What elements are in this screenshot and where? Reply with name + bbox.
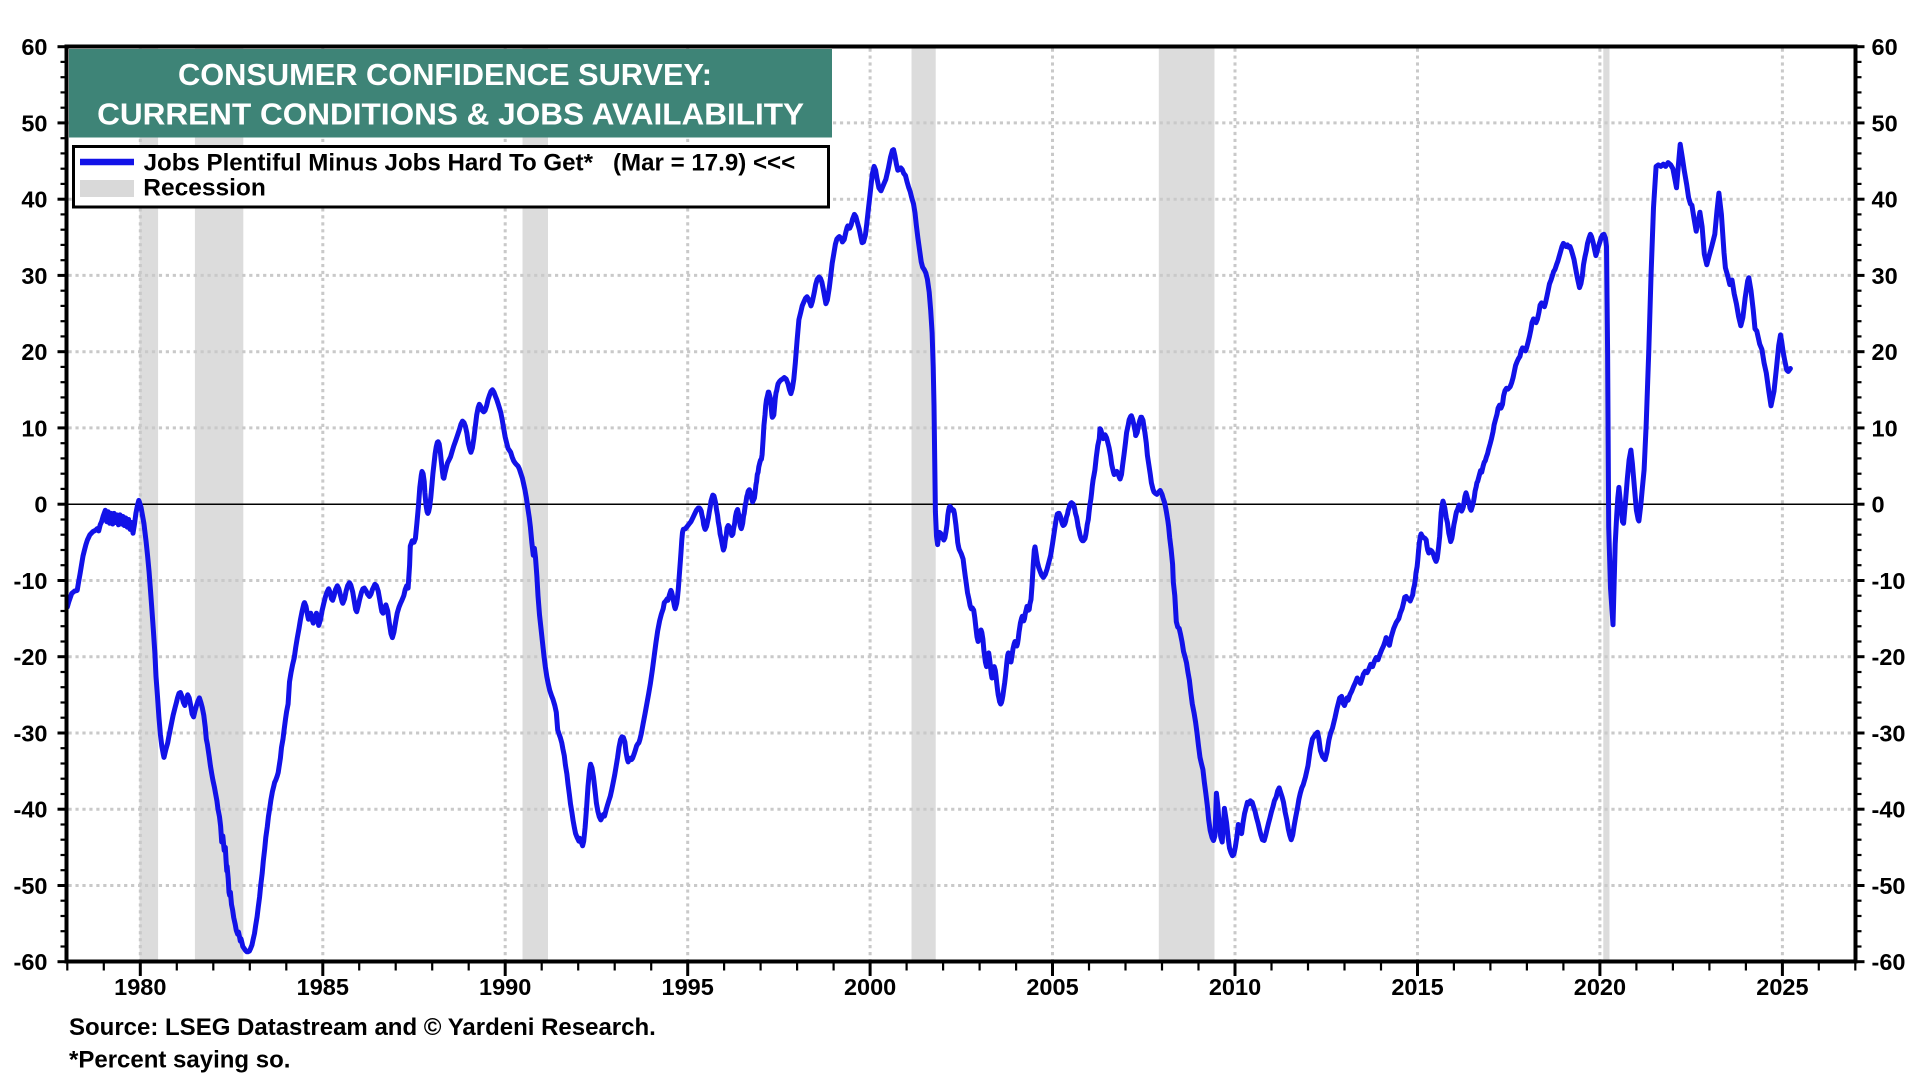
- svg-text:1995: 1995: [662, 974, 714, 1000]
- svg-text:10: 10: [1872, 415, 1898, 441]
- svg-text:60: 60: [1872, 34, 1898, 60]
- svg-text:-20: -20: [1872, 644, 1906, 670]
- svg-text:2005: 2005: [1026, 974, 1078, 1000]
- svg-text:-10: -10: [14, 568, 48, 594]
- svg-text:-30: -30: [14, 721, 48, 747]
- svg-text:Recession: Recession: [143, 175, 266, 202]
- svg-text:*Percent saying so.: *Percent saying so.: [69, 1047, 290, 1074]
- svg-text:CURRENT CONDITIONS & JOBS AVAI: CURRENT CONDITIONS & JOBS AVAILABILITY: [97, 97, 804, 132]
- svg-text:20: 20: [21, 339, 47, 365]
- svg-text:Jobs Plentiful Minus Jobs Hard: Jobs Plentiful Minus Jobs Hard To Get* (…: [144, 150, 796, 177]
- svg-text:20: 20: [1872, 339, 1898, 365]
- svg-text:2020: 2020: [1574, 974, 1626, 1000]
- svg-text:40: 40: [21, 187, 47, 213]
- svg-text:-10: -10: [1872, 568, 1906, 594]
- svg-text:-40: -40: [1872, 797, 1906, 823]
- svg-text:1990: 1990: [479, 974, 531, 1000]
- svg-text:30: 30: [21, 263, 47, 289]
- svg-text:2010: 2010: [1209, 974, 1261, 1000]
- svg-text:1980: 1980: [114, 974, 166, 1000]
- svg-text:-20: -20: [14, 644, 48, 670]
- svg-text:50: 50: [21, 110, 47, 136]
- svg-text:2015: 2015: [1391, 974, 1443, 1000]
- svg-text:60: 60: [21, 34, 47, 60]
- svg-text:-50: -50: [1872, 873, 1906, 899]
- svg-text:-60: -60: [14, 949, 48, 975]
- svg-text:Source: LSEG Datastream and ©: Source: LSEG Datastream and © Yardeni Re…: [69, 1014, 656, 1041]
- svg-text:-40: -40: [14, 797, 48, 823]
- svg-text:40: 40: [1872, 187, 1898, 213]
- svg-text:10: 10: [21, 415, 47, 441]
- svg-text:50: 50: [1872, 110, 1898, 136]
- svg-text:-50: -50: [14, 873, 48, 899]
- svg-text:0: 0: [34, 492, 47, 518]
- svg-text:2000: 2000: [844, 974, 896, 1000]
- svg-text:2025: 2025: [1756, 974, 1808, 1000]
- svg-text:CONSUMER CONFIDENCE SURVEY:: CONSUMER CONFIDENCE SURVEY:: [178, 57, 712, 92]
- svg-text:0: 0: [1872, 492, 1885, 518]
- svg-text:-60: -60: [1872, 949, 1906, 975]
- svg-text:-30: -30: [1872, 721, 1906, 747]
- svg-text:1985: 1985: [297, 974, 349, 1000]
- svg-text:30: 30: [1872, 263, 1898, 289]
